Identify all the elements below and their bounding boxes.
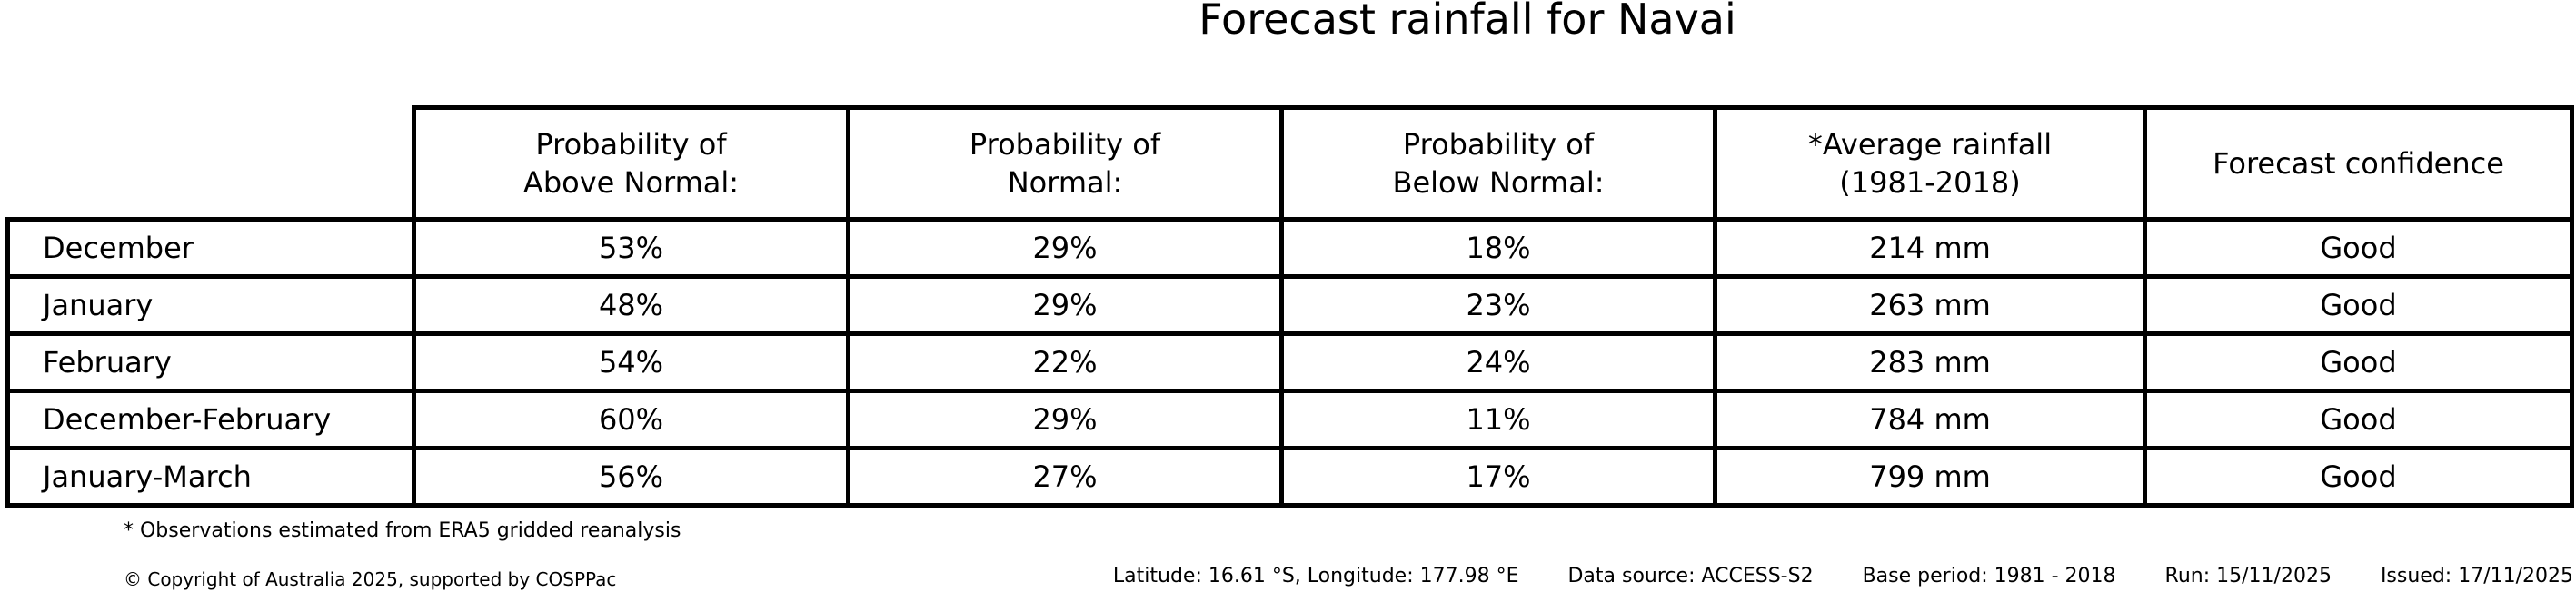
- period-cell: January-March: [5, 446, 416, 508]
- below-normal-cell: 24%: [1279, 331, 1717, 393]
- average-rainfall-cell: 283 mm: [1713, 331, 2147, 393]
- average-rainfall-cell: 263 mm: [1713, 274, 2147, 336]
- average-rainfall-cell: 784 mm: [1713, 389, 2147, 450]
- metadata-line: Latitude: 16.61 °S, Longitude: 177.98 °E…: [1113, 565, 2573, 587]
- above-normal-cell: 54%: [412, 331, 850, 393]
- average-rainfall-cell: 799 mm: [1713, 446, 2147, 508]
- col-header-forecast-confidence: Forecast confidence: [2143, 105, 2574, 222]
- col-header-above-normal: Probability of Above Normal:: [412, 105, 850, 222]
- table-row-january: January 48% 29% 23% 263 mm Good: [5, 274, 2574, 336]
- location-label: Latitude: 16.61 °S, Longitude: 177.98 °E: [1112, 565, 1519, 587]
- table-row-december-february: December-February 60% 29% 11% 784 mm Goo…: [5, 389, 2574, 450]
- header-row: Probability of Above Normal: Probability…: [8, 105, 2574, 222]
- period-cell: December: [5, 217, 416, 279]
- col-header-average-rainfall: *Average rainfall (1981-2018): [1713, 105, 2147, 222]
- above-normal-cell: 48%: [412, 274, 850, 336]
- below-normal-cell: 11%: [1279, 389, 1717, 450]
- normal-cell: 29%: [846, 274, 1284, 336]
- normal-cell: 29%: [846, 217, 1284, 279]
- col-header-normal: Probability of Normal:: [846, 105, 1284, 222]
- normal-cell: 27%: [846, 446, 1284, 508]
- corner-cell: [8, 108, 414, 220]
- table-row-january-march: January-March 56% 27% 17% 799 mm Good: [5, 446, 2574, 508]
- data-source-label: Data source: ACCESS-S2: [1567, 565, 1814, 587]
- average-rainfall-cell: 214 mm: [1713, 217, 2147, 279]
- run-date-label: Run: 15/11/2025: [2164, 565, 2332, 587]
- normal-cell: 22%: [846, 331, 1284, 393]
- period-cell: February: [5, 331, 416, 393]
- observations-footnote: * Observations estimated from ERA5 gridd…: [124, 519, 681, 542]
- above-normal-cell: 56%: [412, 446, 850, 508]
- below-normal-cell: 23%: [1279, 274, 1717, 336]
- forecast-table: Probability of Above Normal: Probability…: [5, 105, 2574, 508]
- confidence-cell: Good: [2143, 217, 2574, 279]
- period-cell: January: [5, 274, 416, 336]
- table-row-december: December 53% 29% 18% 214 mm Good: [5, 217, 2574, 279]
- above-normal-cell: 60%: [412, 389, 850, 450]
- confidence-cell: Good: [2143, 446, 2574, 508]
- figure-title: Forecast rainfall for Navai: [1198, 0, 1736, 44]
- copyright-note: © Copyright of Australia 2025, supported…: [124, 568, 617, 590]
- confidence-cell: Good: [2143, 389, 2574, 450]
- confidence-cell: Good: [2143, 331, 2574, 393]
- below-normal-cell: 18%: [1279, 217, 1717, 279]
- table-row-february: February 54% 22% 24% 283 mm Good: [5, 331, 2574, 393]
- col-header-below-normal: Probability of Below Normal:: [1279, 105, 1717, 222]
- issued-date-label: Issued: 17/11/2025: [2380, 565, 2573, 587]
- confidence-cell: Good: [2143, 274, 2574, 336]
- base-period-label: Base period: 1981 - 2018: [1862, 565, 2116, 587]
- below-normal-cell: 17%: [1279, 446, 1717, 508]
- period-cell: December-February: [5, 389, 416, 450]
- normal-cell: 29%: [846, 389, 1284, 450]
- above-normal-cell: 53%: [412, 217, 850, 279]
